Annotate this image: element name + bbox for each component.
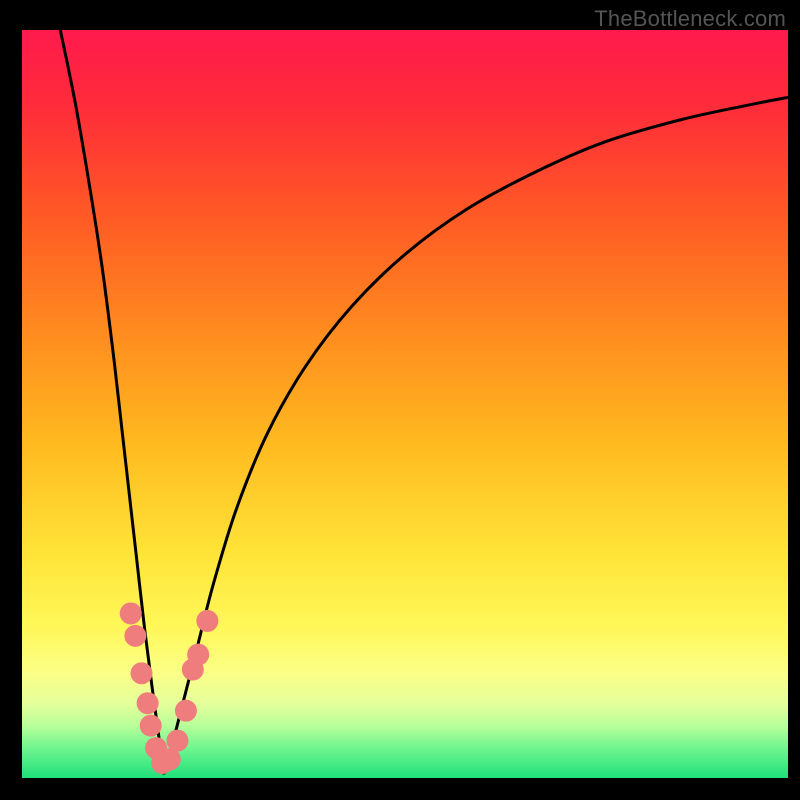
data-marker [196,610,218,632]
watermark-text: TheBottleneck.com [594,6,786,32]
bottleneck-chart: TheBottleneck.com [0,0,800,800]
data-marker [159,748,181,770]
data-marker [140,715,162,737]
data-marker [187,644,209,666]
data-marker [175,700,197,722]
data-marker [137,692,159,714]
chart-canvas [0,0,800,800]
data-marker [124,625,146,647]
data-marker [120,602,142,624]
data-marker [131,662,153,684]
data-marker [167,730,189,752]
